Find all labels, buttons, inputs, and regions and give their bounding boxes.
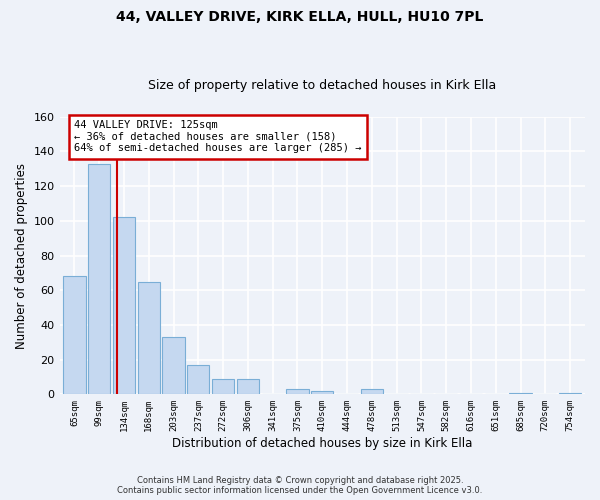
Y-axis label: Number of detached properties: Number of detached properties xyxy=(15,162,28,348)
Bar xyxy=(286,389,308,394)
Bar xyxy=(212,378,234,394)
Bar xyxy=(113,218,135,394)
Text: 44 VALLEY DRIVE: 125sqm
← 36% of detached houses are smaller (158)
64% of semi-d: 44 VALLEY DRIVE: 125sqm ← 36% of detache… xyxy=(74,120,362,154)
Bar xyxy=(559,392,581,394)
Bar xyxy=(509,392,532,394)
Bar xyxy=(237,378,259,394)
Bar xyxy=(88,164,110,394)
Bar xyxy=(163,337,185,394)
Title: Size of property relative to detached houses in Kirk Ella: Size of property relative to detached ho… xyxy=(148,79,496,92)
Bar xyxy=(137,282,160,395)
Text: 44, VALLEY DRIVE, KIRK ELLA, HULL, HU10 7PL: 44, VALLEY DRIVE, KIRK ELLA, HULL, HU10 … xyxy=(116,10,484,24)
Bar xyxy=(63,276,86,394)
Bar xyxy=(187,365,209,394)
Bar xyxy=(361,389,383,394)
Text: Contains HM Land Registry data © Crown copyright and database right 2025.
Contai: Contains HM Land Registry data © Crown c… xyxy=(118,476,482,495)
X-axis label: Distribution of detached houses by size in Kirk Ella: Distribution of detached houses by size … xyxy=(172,437,472,450)
Bar xyxy=(311,391,334,394)
